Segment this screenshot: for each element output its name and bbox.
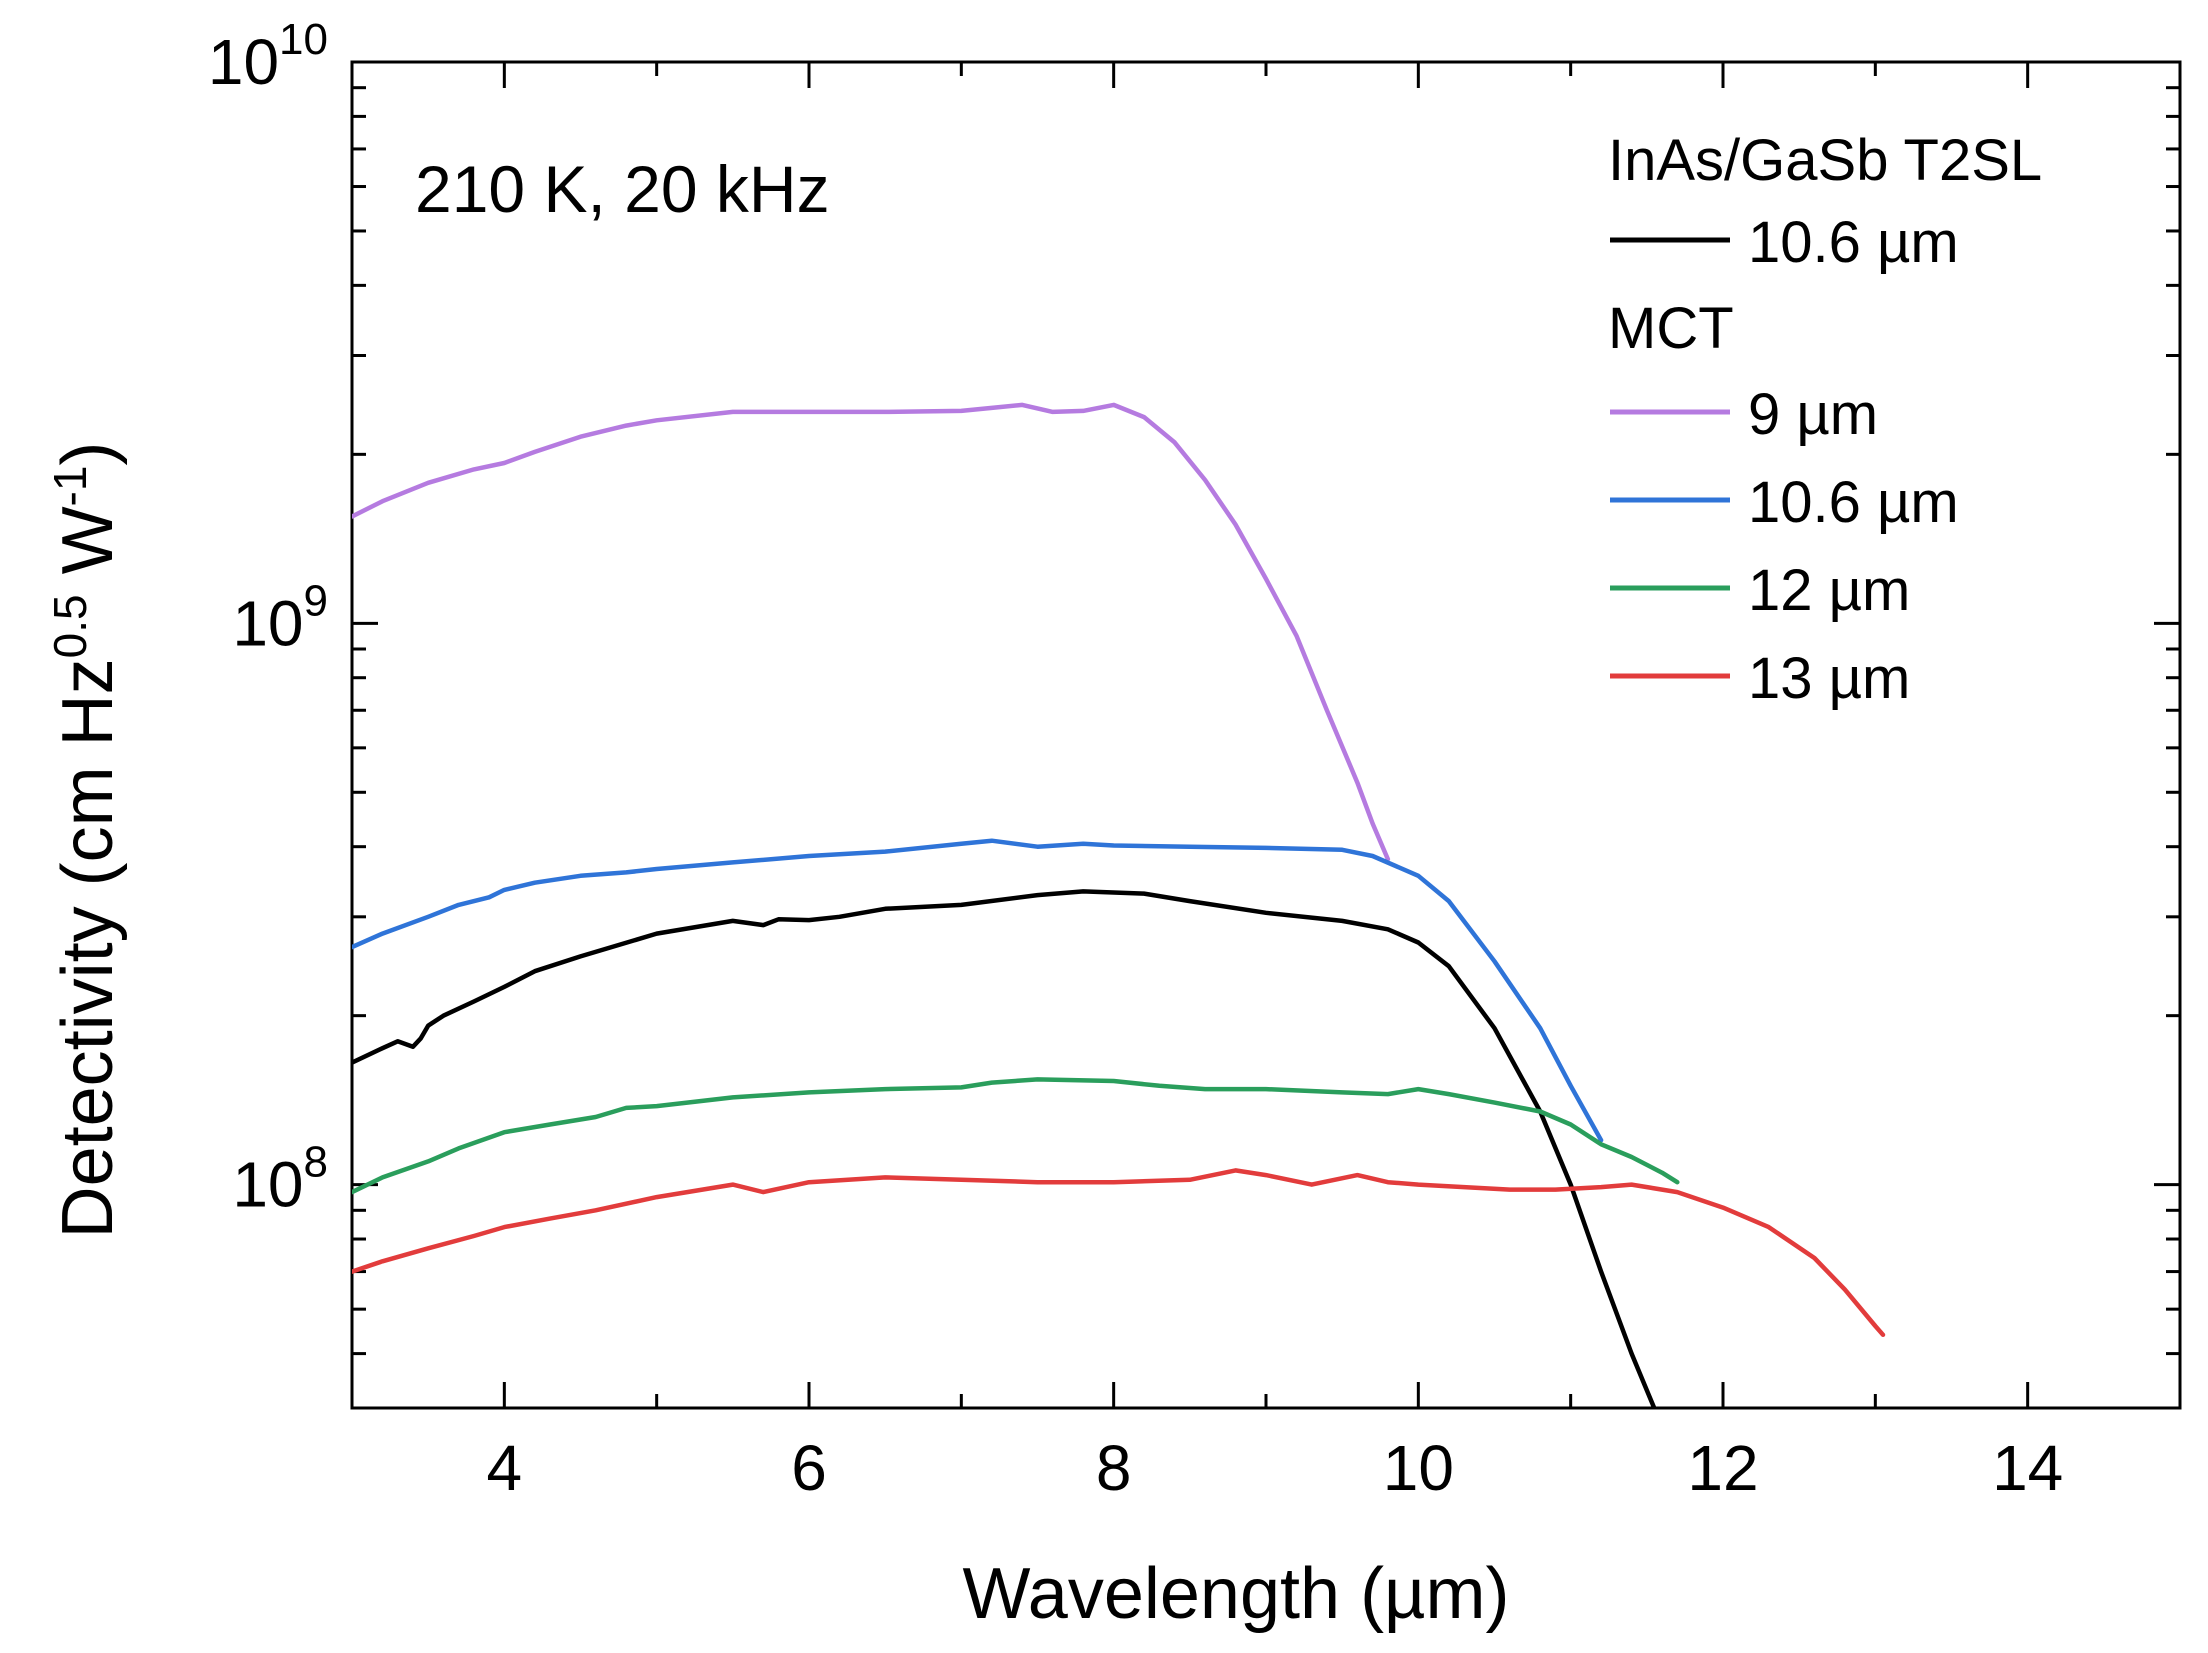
y-axis-label: Detectivity (cm Hz0.5 W-1) (44, 442, 128, 1239)
series-line-mct-10-6 (352, 838, 1604, 1143)
x-tick-label: 12 (1687, 1432, 1758, 1504)
series-line-mct-12 (352, 1077, 1680, 1195)
x-tick-label: 8 (1096, 1432, 1132, 1504)
y-tick-label-base: 10 (232, 587, 303, 659)
series-line-mct-9 (352, 402, 1391, 862)
chart-annotation: 210 K, 20 kHz (415, 152, 830, 226)
y-axis-label-mid: W (48, 506, 128, 594)
series-line-mct-13 (352, 1168, 1886, 1338)
x-tick-label: 6 (791, 1432, 827, 1504)
y-tick-label-base: 10 (208, 26, 279, 98)
x-tick-label: 4 (487, 1432, 523, 1504)
y-tick-label-base: 10 (232, 1149, 303, 1221)
x-tick-labels: 4 6 8 10 12 14 (487, 1432, 2064, 1504)
axis-ticks (350, 60, 2182, 1410)
legend-label-mct-10-6: 10.6 µm (1748, 470, 1959, 535)
x-tick-label: 14 (1992, 1432, 2063, 1504)
x-axis-label: Wavelength (µm) (963, 1554, 1510, 1634)
y-tick-label-exp: 9 (304, 576, 328, 625)
legend: InAs/GaSb T2SL 10.6 µm MCT 9 µm 10.6 µm … (1608, 128, 2042, 711)
legend-label-mct-13: 13 µm (1748, 646, 1910, 711)
legend-label-t2sl-10-6: 10.6 µm (1748, 210, 1959, 275)
series-layer (352, 402, 1886, 1408)
y-tick-label: 109 (232, 576, 328, 659)
legend-label-mct-9: 9 µm (1748, 382, 1878, 447)
legend-group-title-mct: MCT (1608, 296, 1734, 361)
y-axis-label-sup2: -1 (44, 466, 96, 507)
y-tick-label: 1010 (208, 15, 328, 98)
series-line-t2sl-10-6 (352, 889, 1657, 1408)
legend-label-mct-12: 12 µm (1748, 558, 1910, 623)
y-axis-label-sup1: 0.5 (44, 594, 96, 658)
y-tick-label-exp: 10 (279, 15, 328, 64)
y-tick-label-exp: 8 (304, 1138, 328, 1187)
legend-group-title-t2sl: InAs/GaSb T2SL (1608, 128, 2042, 193)
y-tick-label: 108 (232, 1138, 328, 1221)
x-tick-label: 10 (1383, 1432, 1454, 1504)
y-axis-label-suffix: ) (48, 442, 128, 466)
